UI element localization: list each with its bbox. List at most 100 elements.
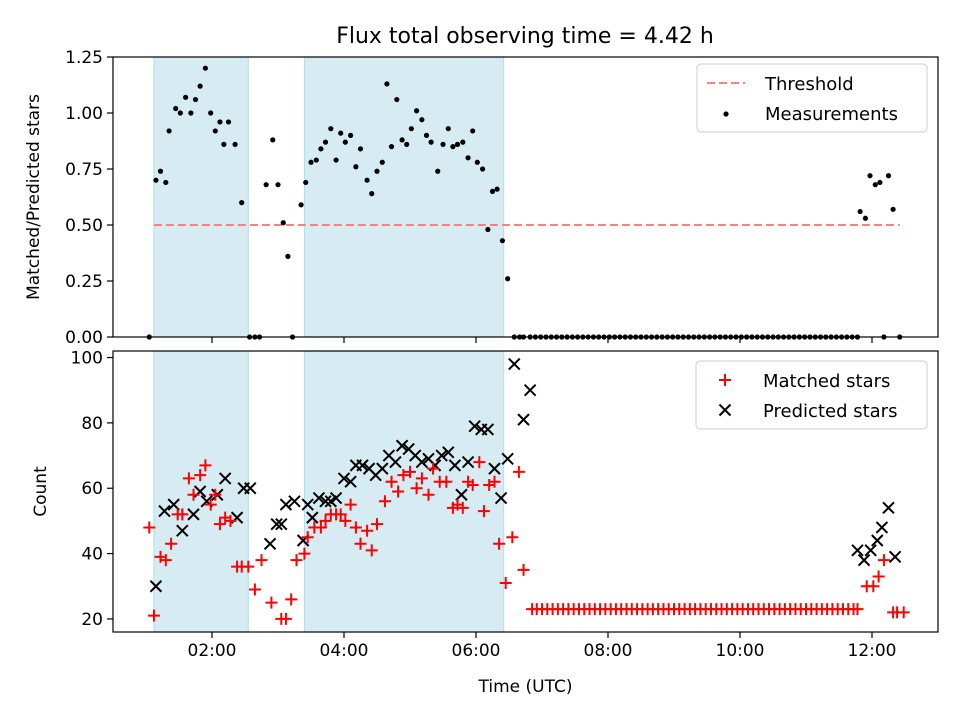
y-tick-label: 0.25 xyxy=(65,272,103,292)
y-tick-label: 0.50 xyxy=(65,216,103,236)
measurement-point xyxy=(877,179,883,186)
x-axis-label: Time (UTC) xyxy=(478,677,573,697)
matched-star-marker xyxy=(199,459,212,472)
measurement-point xyxy=(460,139,466,145)
matched-star-marker xyxy=(466,478,479,491)
matched-star-marker xyxy=(279,612,292,625)
matched-star-marker xyxy=(143,521,156,534)
matched-star-marker xyxy=(224,514,237,527)
matched-star-marker xyxy=(385,475,398,488)
matched-star-marker xyxy=(361,524,374,537)
predicted-star-marker xyxy=(312,491,326,505)
measurement-point xyxy=(388,144,395,150)
measurement-point xyxy=(298,202,304,208)
matched-star-marker xyxy=(349,521,362,534)
measurement-point xyxy=(369,191,375,197)
ratio-panel: 0.00 0.25 0.50 0.75 1.00 1.25 Matched/Predicte… xyxy=(24,48,939,348)
measurement-point xyxy=(202,65,208,71)
measurement-point xyxy=(414,108,420,114)
matched-star-marker xyxy=(392,485,405,498)
matched-star-marker xyxy=(415,472,428,485)
matched-star-marker xyxy=(301,531,314,544)
matched-star-marker xyxy=(440,475,453,488)
predicted-star-marker xyxy=(275,517,288,531)
matched-star-marker xyxy=(265,596,278,609)
matched-star-marker xyxy=(194,469,207,482)
measurement-point xyxy=(275,182,281,188)
legend-box xyxy=(695,360,928,430)
matched-star-marker xyxy=(319,514,332,527)
measurement-point xyxy=(285,253,291,259)
predicted-star-marker xyxy=(288,495,301,508)
y-tick-label: 100 xyxy=(71,349,103,369)
predicted-star-marker xyxy=(244,482,257,495)
observing-window-shade xyxy=(153,56,249,338)
matched-star-marker xyxy=(506,531,519,544)
matched-star-marker xyxy=(209,488,222,501)
measurement-point xyxy=(857,208,863,215)
legend-measurement-label: Measurements xyxy=(765,104,898,125)
matched-star-marker xyxy=(397,469,410,482)
measurement-point xyxy=(399,137,405,143)
predicted-star-marker xyxy=(263,537,277,550)
measurement-point xyxy=(303,179,309,186)
predicted-star-marker xyxy=(882,501,895,515)
legend-predicted-swatch xyxy=(718,403,732,417)
measurement-point xyxy=(404,141,410,147)
predicted-star-marker xyxy=(468,419,481,433)
measurement-point xyxy=(384,81,390,87)
measurement-point xyxy=(342,139,348,145)
matched-star-marker xyxy=(877,554,890,567)
predicted-star-marker xyxy=(864,544,877,557)
matched-star-marker xyxy=(242,560,255,573)
measurement-point xyxy=(470,128,476,134)
matched-star-marker xyxy=(404,465,416,478)
predicted-star-marker xyxy=(448,459,462,472)
measurement-point xyxy=(505,276,511,282)
matched-star-marker xyxy=(422,488,435,501)
matched-star-marker xyxy=(867,580,880,593)
matched-star-marker xyxy=(517,563,530,576)
matched-star-marker xyxy=(187,488,200,501)
measurement-point xyxy=(348,132,354,138)
measurement-point xyxy=(157,168,164,174)
predicted-star-marker xyxy=(442,446,455,459)
predicted-star-marker xyxy=(494,491,508,505)
y-tick-label: 1.00 xyxy=(65,104,103,124)
matched-star-marker xyxy=(182,472,195,485)
predicted-star-marker xyxy=(337,472,351,485)
predicted-star-marker xyxy=(218,472,232,485)
measurement-point xyxy=(239,200,245,206)
measurement-point xyxy=(322,139,329,145)
measurement-point xyxy=(867,173,873,179)
measurement-point xyxy=(379,159,385,165)
measurement-point xyxy=(333,157,339,163)
predicted-star-marker xyxy=(356,459,369,472)
measurement-point xyxy=(192,96,199,103)
matched-star-marker xyxy=(314,521,327,534)
predicted-star-marker xyxy=(158,504,171,518)
predicted-star-marker xyxy=(329,491,343,505)
y-tick-label: 40 xyxy=(81,545,103,565)
measurement-point xyxy=(328,126,334,132)
predicted-star-marker xyxy=(167,498,180,511)
measurement-point xyxy=(454,141,461,147)
legend-predicted-label: Predicted stars xyxy=(763,401,897,422)
matched-star-marker xyxy=(872,570,885,583)
measurement-point xyxy=(474,159,480,165)
predicted-star-marker xyxy=(187,508,200,521)
legend-box xyxy=(696,63,928,133)
predicted-star-marker xyxy=(871,534,884,547)
matched-star-marker xyxy=(365,544,378,557)
x-tick-label: 08:00 xyxy=(584,641,633,661)
predicted-star-marker xyxy=(857,553,871,567)
matched-star-marker xyxy=(473,456,486,469)
measurement-point xyxy=(208,110,214,116)
predicted-star-marker xyxy=(376,462,389,475)
measurement-point xyxy=(885,173,892,179)
matched-star-marker xyxy=(512,465,525,478)
measurement-point xyxy=(890,206,896,212)
predicted-star-marker xyxy=(279,498,293,511)
matched-star-marker xyxy=(354,537,367,550)
predicted-star-marker xyxy=(875,521,889,534)
